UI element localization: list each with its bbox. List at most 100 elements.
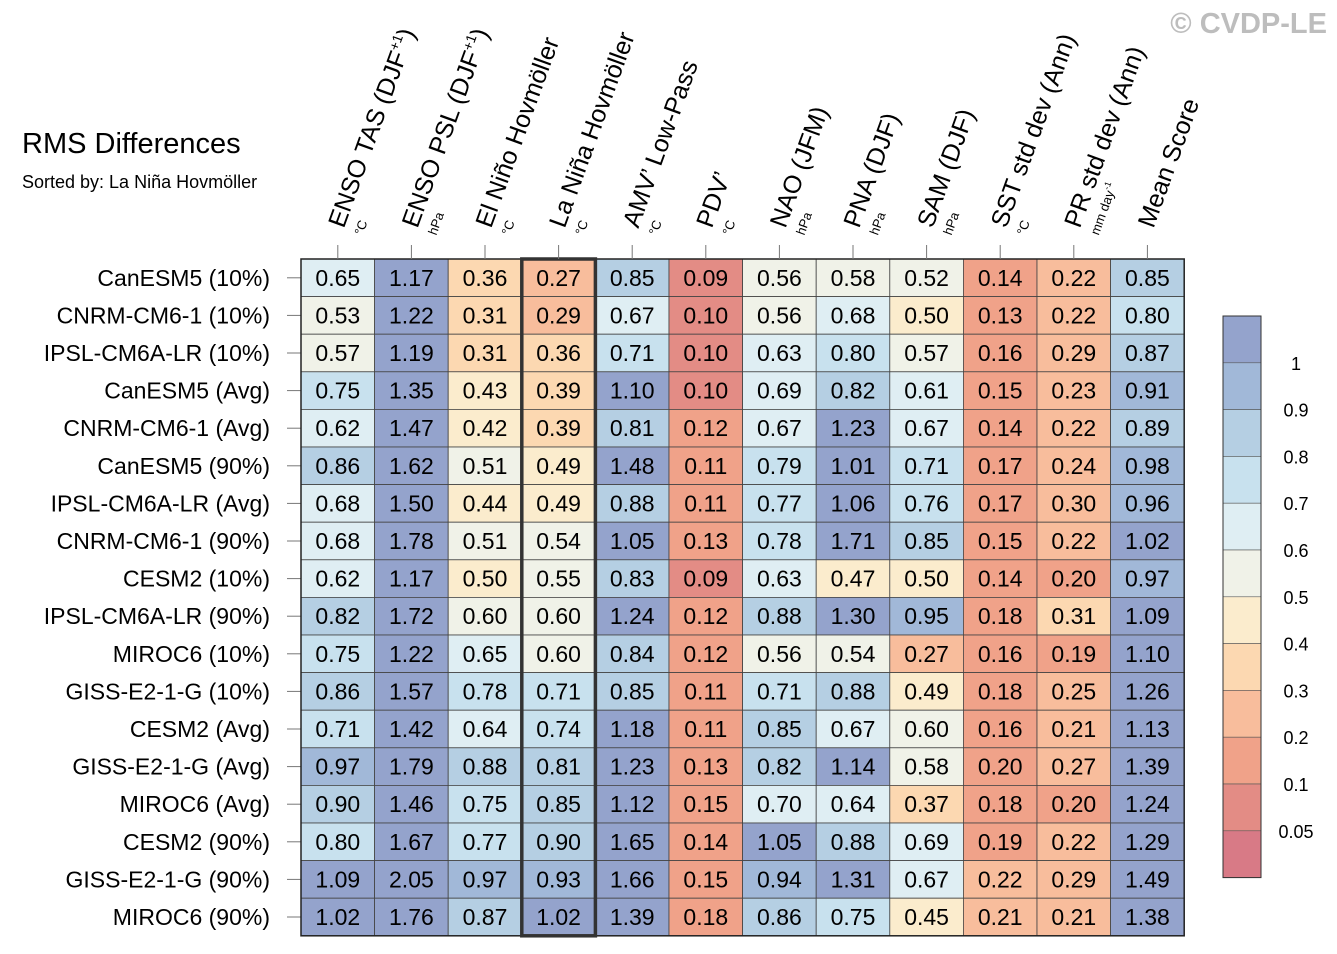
cell-value: 0.54 — [831, 641, 876, 667]
cell-value: 0.50 — [463, 566, 508, 592]
cell-value: 0.80 — [1125, 302, 1170, 328]
cell-value: 0.71 — [536, 678, 581, 704]
heatmap-cell — [815, 296, 891, 335]
heatmap-cell — [1036, 258, 1111, 297]
heatmap-cell — [963, 860, 1038, 899]
cell-value: 0.39 — [536, 415, 581, 441]
heatmap-cell — [1110, 860, 1185, 899]
cell-value: 0.65 — [315, 265, 360, 291]
heatmap-cell — [668, 785, 743, 824]
heatmap-cell — [447, 296, 523, 335]
heatmap-cell — [1110, 258, 1185, 297]
cell-value: 0.42 — [463, 415, 508, 441]
heatmap-cell — [374, 521, 449, 561]
row-label: CNRM-CM6-1 (10%) — [57, 302, 270, 328]
cell-value: 1.22 — [389, 641, 434, 667]
heatmap-cell — [668, 822, 743, 861]
cell-value: 0.88 — [610, 490, 655, 516]
col-unit: °C — [499, 218, 518, 237]
cell-value: 0.16 — [978, 716, 1023, 742]
cell-value: 0.16 — [978, 641, 1023, 667]
cell-value: 0.90 — [315, 791, 360, 817]
cell-value: 0.53 — [315, 302, 360, 328]
cell-value: 1.01 — [831, 453, 876, 479]
cell-value: 0.39 — [536, 378, 581, 404]
cell-value: 1.12 — [610, 791, 655, 817]
heatmap-cell — [963, 747, 1038, 786]
cell-value: 0.68 — [315, 528, 360, 554]
cell-value: 0.85 — [610, 678, 655, 704]
colorbar-swatch — [1222, 502, 1262, 551]
cell-value: 0.75 — [831, 904, 876, 930]
heatmap-cell — [668, 897, 743, 937]
heatmap-cell — [963, 559, 1038, 598]
heatmap-cell — [668, 484, 743, 523]
cell-value: 0.57 — [315, 340, 360, 366]
cell-value: 0.57 — [904, 340, 949, 366]
heatmap-cell — [1036, 333, 1111, 373]
cell-value: 0.49 — [536, 490, 581, 516]
cell-value: 0.85 — [536, 791, 581, 817]
cell-value: 1.39 — [610, 904, 655, 930]
cell-value: 0.36 — [463, 265, 508, 291]
cell-value: 1.79 — [389, 754, 434, 780]
cell-value: 0.74 — [536, 716, 581, 742]
cell-value: 0.85 — [757, 716, 802, 742]
cell-value: 0.22 — [978, 866, 1023, 892]
cell-value: 0.78 — [757, 528, 802, 554]
cell-value: 0.15 — [683, 866, 728, 892]
colorbar-swatch — [1222, 643, 1262, 691]
colorbar-swatch — [1222, 736, 1262, 785]
cell-value: 0.09 — [683, 265, 728, 291]
heatmap-cell — [963, 333, 1038, 373]
heatmap-cell — [889, 747, 964, 786]
cell-value: 1.02 — [315, 904, 360, 930]
heatmap-cell — [300, 672, 375, 711]
cell-value: 0.78 — [463, 678, 508, 704]
heatmap-cell — [815, 446, 891, 485]
cell-value: 0.18 — [978, 603, 1023, 629]
cell-value: 0.84 — [610, 641, 655, 667]
heatmap-cell — [668, 709, 743, 749]
heatmap-cell — [374, 559, 449, 598]
cell-value: 0.63 — [757, 566, 802, 592]
col-label: AMV’ Low-Pass — [618, 57, 704, 232]
heatmap-cell — [447, 484, 523, 523]
colorbar-swatch — [1222, 409, 1262, 457]
cell-value: 1.72 — [389, 603, 434, 629]
cell-value: 0.86 — [315, 678, 360, 704]
heatmap-cell — [521, 785, 596, 824]
col-unit: °C — [1014, 218, 1033, 237]
heatmap-cell — [447, 446, 523, 485]
heatmap-border — [300, 258, 1185, 937]
cell-value: 1.18 — [610, 716, 655, 742]
heatmap-cell — [595, 484, 670, 523]
heatmap-cell — [447, 747, 523, 786]
cell-value: 0.97 — [1125, 566, 1170, 592]
cell-value: 0.31 — [463, 340, 508, 366]
cell-value: 2.05 — [389, 866, 434, 892]
cell-value: 0.14 — [978, 566, 1023, 592]
cell-value: 0.60 — [536, 603, 581, 629]
heatmap-cell — [1036, 634, 1111, 673]
cell-value: 0.81 — [610, 415, 655, 441]
cell-value: 1.02 — [1125, 528, 1170, 554]
cell-value: 1.09 — [1125, 603, 1170, 629]
row-label: MIROC6 (Avg) — [120, 791, 270, 817]
cell-value: 0.13 — [683, 528, 728, 554]
heatmap-cell — [815, 785, 891, 824]
cell-value: 0.50 — [904, 566, 949, 592]
cell-value: 1.05 — [610, 528, 655, 554]
cell-value: 0.09 — [683, 566, 728, 592]
cell-value: 1.02 — [536, 904, 581, 930]
cell-value: 0.80 — [315, 829, 360, 855]
cell-value: 0.70 — [757, 791, 802, 817]
cell-value: 0.13 — [683, 754, 728, 780]
cell-value: 0.64 — [831, 791, 876, 817]
colorbar-swatch — [1222, 315, 1262, 364]
heatmap-cell — [889, 296, 964, 335]
cell-value: 0.52 — [904, 265, 949, 291]
colorbar-swatch — [1222, 830, 1262, 878]
cell-value: 0.77 — [463, 829, 508, 855]
cell-value: 0.49 — [904, 678, 949, 704]
